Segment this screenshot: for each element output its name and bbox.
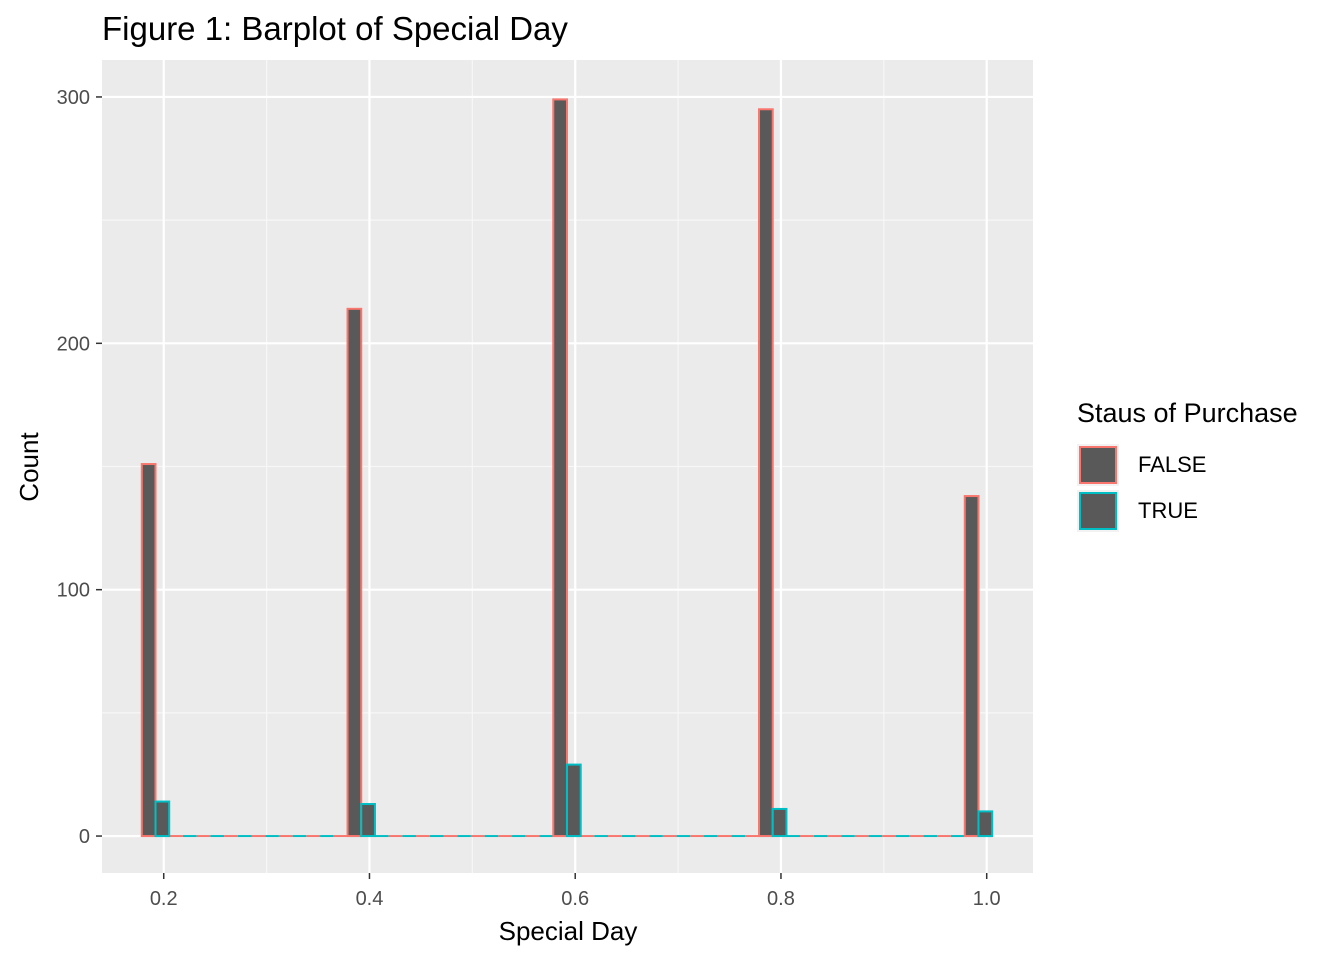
legend-title: Staus of Purchase	[1077, 398, 1298, 428]
x-tick-label: 0.6	[561, 888, 589, 910]
legend-label-true: TRUE	[1138, 498, 1198, 523]
x-tick-label: 0.8	[767, 888, 795, 910]
bar-true-0.2	[154, 800, 171, 838]
x-tick-label: 0.2	[150, 888, 178, 910]
bar-false-0.4	[346, 307, 363, 838]
chart-title: Figure 1: Barplot of Special Day	[102, 10, 568, 47]
legend-swatch-false	[1079, 446, 1117, 484]
y-tick-label: 100	[57, 580, 90, 602]
axes-layer: 0.2 0.4 0.6 0.8 1.0 0 100 200 300	[57, 87, 1001, 910]
bar-false-0.8	[758, 108, 774, 838]
bar-true-0.8	[771, 807, 788, 838]
bar-false-1.0	[963, 495, 980, 838]
bar-true-1.0	[977, 810, 994, 838]
y-tick-label: 300	[57, 87, 90, 109]
legend-label-false: FALSE	[1138, 452, 1207, 477]
x-tick-label: 0.4	[356, 888, 384, 910]
legend-key-true	[1077, 490, 1119, 532]
x-tick-label: 1.0	[973, 888, 1001, 910]
bar-true-0.6	[565, 763, 582, 838]
bar-false-0.2	[140, 463, 157, 838]
legend-key-false	[1077, 444, 1119, 486]
y-axis-title: Count	[14, 432, 44, 502]
bars-layer	[140, 98, 994, 838]
legend-item-true: TRUE	[1077, 490, 1297, 532]
y-tick-label: 0	[79, 826, 90, 848]
bar-false-0.6	[552, 98, 568, 838]
legend: Staus of Purchase FALSE TRUE	[1077, 398, 1298, 532]
legend-swatch-true	[1079, 492, 1117, 530]
x-axis-title: Special Day	[499, 916, 638, 946]
legend-item-false: FALSE	[1077, 444, 1297, 486]
bar-true-0.4	[360, 803, 376, 838]
y-tick-label: 200	[57, 333, 90, 355]
